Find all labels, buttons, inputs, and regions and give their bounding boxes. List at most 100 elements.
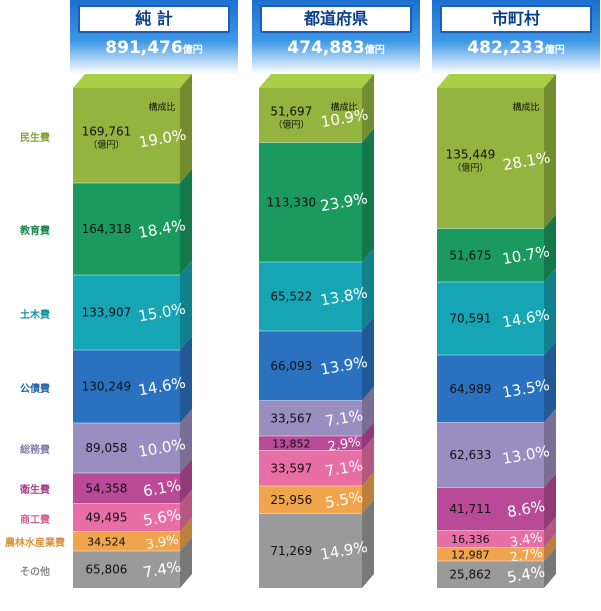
segment-side-1-3 [180, 261, 192, 350]
segment-2-2 [259, 142, 362, 262]
value-label-2-9: 71,269 [270, 544, 312, 558]
value-label-3-8: 12,987 [451, 548, 490, 561]
ratio-label-1-8: 3.9% [145, 532, 180, 553]
segment-side-1-8 [180, 517, 192, 551]
segment-1-4 [73, 350, 180, 423]
ratio-label-2-6: 2.9% [327, 434, 362, 455]
value-label-2-4: 66,093 [270, 359, 312, 373]
segment-1-3 [73, 275, 180, 350]
segment-side-2-3 [362, 248, 374, 331]
segment-side-3-5 [544, 408, 556, 488]
segment-1-1 [73, 88, 180, 183]
value-label-1-3: 133,907 [82, 306, 132, 320]
value-label-3-9: 25,862 [449, 568, 491, 582]
value-label-3-4: 64,989 [449, 382, 491, 396]
value-label-2-7: 33,597 [270, 461, 312, 475]
segment-3-3 [437, 282, 544, 355]
value-label-3-6: 41,711 [449, 502, 491, 516]
value-label-1-7: 49,495 [85, 511, 127, 525]
segment-side-1-5 [180, 409, 192, 473]
segment-side-3-3 [544, 268, 556, 355]
total-value-2: 474,883 [287, 38, 365, 58]
segment-1-6 [73, 473, 180, 504]
ratio-header-1: 構成比 [148, 101, 175, 113]
category-label-4: 公債費 [20, 383, 50, 395]
value-label-2-5: 33,567 [270, 411, 312, 425]
segment-1-2 [73, 183, 180, 275]
segment-2-5 [259, 400, 362, 436]
ratio-header-3: 構成比 [512, 101, 539, 113]
segment-3-8 [437, 547, 544, 561]
value-unit-2: （億円） [273, 118, 309, 130]
header-title-2: 都道府県 [260, 5, 412, 33]
header-column-3: 市町村 482,233億円 [432, 0, 600, 74]
category-label-1: 民生費 [20, 132, 50, 144]
ratio-header-2: 構成比 [330, 101, 357, 113]
segment-side-1-2 [180, 169, 192, 275]
segment-3-2 [437, 228, 544, 282]
segment-side-3-2 [544, 214, 556, 282]
total-value-3: 482,233 [467, 38, 545, 58]
category-label-7: 商工費 [20, 514, 50, 526]
value-label-2-2: 113,330 [267, 195, 317, 209]
segment-side-3-6 [544, 473, 556, 531]
segment-side-1-9 [180, 537, 192, 588]
category-label-2: 教育費 [20, 226, 50, 237]
segment-side-3-8 [544, 533, 556, 561]
segment-side-2-7 [362, 436, 374, 486]
segment-side-2-5 [362, 386, 374, 436]
header-title-1: 純 計 [78, 5, 230, 33]
bar-top-2 [259, 74, 374, 88]
bar-top-3 [437, 74, 556, 88]
segment-3-5 [437, 422, 544, 488]
value-label-1-4: 130,249 [82, 380, 132, 394]
segment-1-7 [73, 503, 180, 532]
segment-2-3 [259, 262, 362, 331]
segment-1-8 [73, 531, 180, 551]
segment-side-2-2 [362, 128, 374, 262]
value-label-2-3: 65,522 [270, 290, 312, 304]
segment-2-4 [259, 331, 362, 401]
segment-side-2-8 [362, 472, 374, 514]
segment-side-1-6 [180, 459, 192, 504]
value-label-1-6: 54,358 [85, 481, 127, 495]
segment-3-6 [437, 487, 544, 531]
segment-side-1-1 [180, 74, 192, 183]
value-label-3-5: 62,633 [449, 448, 491, 462]
segment-2-6 [259, 436, 362, 451]
segment-3-4 [437, 355, 544, 423]
total-value-1: 891,476 [105, 38, 183, 58]
segment-2-8 [259, 486, 362, 514]
segment-side-2-4 [362, 317, 374, 401]
value-label-1-8: 34,524 [87, 535, 126, 548]
header-total-1: 891,476億円 [70, 38, 238, 58]
segment-1-9 [73, 551, 180, 588]
value-label-3-7: 16,336 [451, 533, 490, 546]
category-label-5: 総務費 [20, 445, 50, 456]
total-unit-3: 億円 [544, 45, 565, 56]
value-label-1-1: 169,761 [82, 125, 132, 139]
value-unit-3: （億円） [452, 161, 488, 173]
value-unit-1: （億円） [88, 139, 124, 151]
value-label-1-5: 89,058 [85, 441, 127, 455]
segment-3-9 [437, 561, 544, 588]
value-label-3-1: 135,449 [446, 147, 496, 161]
segment-side-3-4 [544, 341, 556, 423]
segment-3-1 [437, 88, 544, 229]
header-title-3: 市町村 [440, 5, 592, 33]
bar-top-1 [73, 74, 192, 88]
header-total-3: 482,233億円 [432, 38, 600, 58]
value-label-2-6: 13,852 [272, 437, 311, 450]
segment-side-3-7 [544, 516, 556, 548]
segment-2-9 [259, 513, 362, 588]
segment-side-1-4 [180, 336, 192, 423]
value-label-3-3: 70,591 [449, 312, 491, 326]
total-unit-2: 億円 [364, 45, 385, 56]
segment-side-2-1 [362, 74, 374, 143]
segment-side-3-9 [544, 547, 556, 588]
segment-1-5 [73, 423, 180, 473]
value-label-2-8: 25,956 [270, 493, 312, 507]
ratio-label-3-7: 3.4% [509, 530, 544, 551]
